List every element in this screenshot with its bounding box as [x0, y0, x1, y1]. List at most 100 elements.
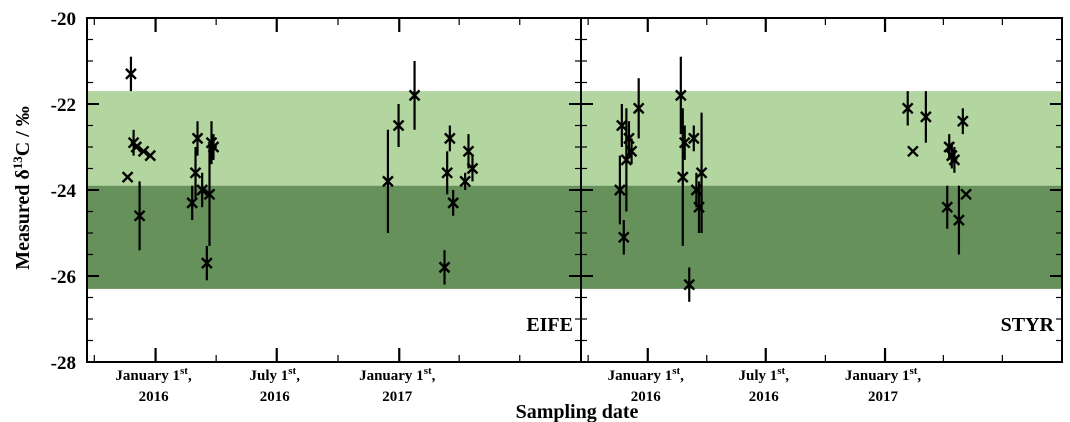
x-tick-label-text: July 1: [250, 368, 289, 384]
data-point: [907, 145, 919, 158]
x-tick-label-sup: st: [672, 365, 680, 377]
x-marker-stroke: [200, 257, 213, 269]
x-marker-stroke: [948, 154, 961, 166]
data-point: [189, 147, 202, 199]
x-marker-stroke: [447, 197, 460, 209]
x-tick-label: July 1st,: [250, 365, 301, 384]
x-marker-stroke: [121, 171, 134, 183]
y-tick-label: -28: [51, 353, 76, 374]
x-marker-stroke: [614, 184, 626, 196]
x-tick-label-comma: ,: [785, 368, 789, 384]
x-axis-title: Sampling date: [516, 401, 639, 422]
x-tick-label-comma: ,: [432, 368, 436, 384]
x-marker-stroke: [678, 136, 691, 149]
data-point: [615, 104, 628, 147]
x-marker-stroke: [459, 175, 472, 188]
data-point: [683, 267, 696, 302]
y-axis-title: Measured δ13C / ‰: [10, 106, 35, 270]
x-marker-stroke: [137, 145, 150, 158]
x-marker-stroke: [392, 119, 405, 132]
x-tick-label: January 1st,: [115, 365, 192, 384]
x-marker-stroke: [196, 184, 209, 196]
data-point: [953, 185, 965, 255]
data-point: [382, 129, 394, 233]
x-tick-label: January 1st,: [845, 365, 922, 384]
x-marker-stroke: [960, 188, 972, 201]
y-tick-label: -20: [51, 9, 76, 30]
x-tick-label-sup: st: [288, 365, 296, 377]
x-tick-label-year: 2017: [868, 389, 899, 405]
x-tick-label: July 1st,: [739, 365, 790, 384]
data-point: [441, 151, 454, 195]
data-point: [438, 250, 451, 285]
data-point: [956, 108, 969, 135]
data-point: [687, 125, 700, 152]
data-point: [200, 245, 213, 281]
data-point: [133, 181, 146, 251]
y-axis-title-suffix: C / ‰: [12, 106, 34, 156]
y-axis-title-prefix: Measured δ: [12, 169, 34, 270]
data-point: [144, 149, 157, 162]
x-marker-stroke: [632, 102, 645, 115]
x-tick-label-comma: ,: [188, 368, 192, 384]
x-tick-label-text: January 1: [845, 368, 910, 384]
x-marker-stroke: [625, 145, 638, 158]
data-point: [620, 108, 633, 212]
x-marker-stroke: [203, 188, 216, 201]
x-marker-stroke: [901, 102, 914, 115]
x-tick-label-sup: st: [777, 365, 785, 377]
data-point: [408, 61, 421, 130]
x-marker-stroke: [125, 68, 137, 80]
data-point: [137, 145, 150, 158]
x-tick-label: January 1st,: [608, 365, 685, 384]
data-point: [674, 56, 687, 135]
data-point: [614, 155, 626, 225]
x-tick-label-text: January 1: [115, 368, 180, 384]
data-point: [191, 121, 204, 156]
x-tick-label: January 1st,: [359, 365, 436, 384]
data-point: [121, 171, 134, 183]
x-tick-label-comma: ,: [296, 368, 300, 384]
x-marker-stroke: [438, 261, 451, 274]
x-tick-label-year: 2016: [749, 389, 780, 405]
x-marker-stroke: [920, 111, 932, 123]
data-point: [207, 134, 220, 160]
range-band: [581, 91, 1062, 186]
x-marker-stroke: [620, 154, 633, 166]
x-tick-label-sup: st: [424, 365, 432, 377]
x-tick-label-text: July 1: [739, 368, 778, 384]
data-point: [130, 141, 143, 153]
x-marker-stroke: [191, 132, 204, 145]
x-tick-label-sup: st: [909, 365, 917, 377]
x-marker-stroke: [695, 166, 708, 179]
data-point: [632, 78, 645, 139]
data-point: [196, 172, 209, 208]
panel-label: EIFE: [526, 314, 573, 336]
x-marker-stroke: [674, 89, 687, 102]
range-band: [87, 185, 581, 289]
x-tick-label-year: 2016: [260, 389, 291, 405]
x-marker-stroke: [186, 197, 199, 209]
x-tick-label-text: January 1: [359, 368, 424, 384]
x-marker-stroke: [462, 145, 475, 158]
data-point: [676, 108, 689, 246]
x-marker-stroke: [615, 119, 628, 132]
x-marker-stroke: [130, 141, 143, 153]
x-tick-label-year: 2016: [631, 389, 662, 405]
data-point: [462, 134, 475, 169]
y-axis-title-sup: 13: [10, 156, 25, 170]
x-tick-label-year: 2017: [382, 389, 413, 405]
x-marker-stroke: [907, 145, 919, 158]
x-marker-stroke: [382, 175, 394, 188]
x-marker-stroke: [205, 136, 218, 149]
x-marker-stroke: [441, 166, 454, 179]
y-tick-label: -26: [51, 267, 76, 288]
data-point: [625, 138, 638, 165]
data-point: [941, 185, 954, 229]
x-marker-stroke: [956, 115, 969, 128]
data-point: [466, 155, 479, 182]
